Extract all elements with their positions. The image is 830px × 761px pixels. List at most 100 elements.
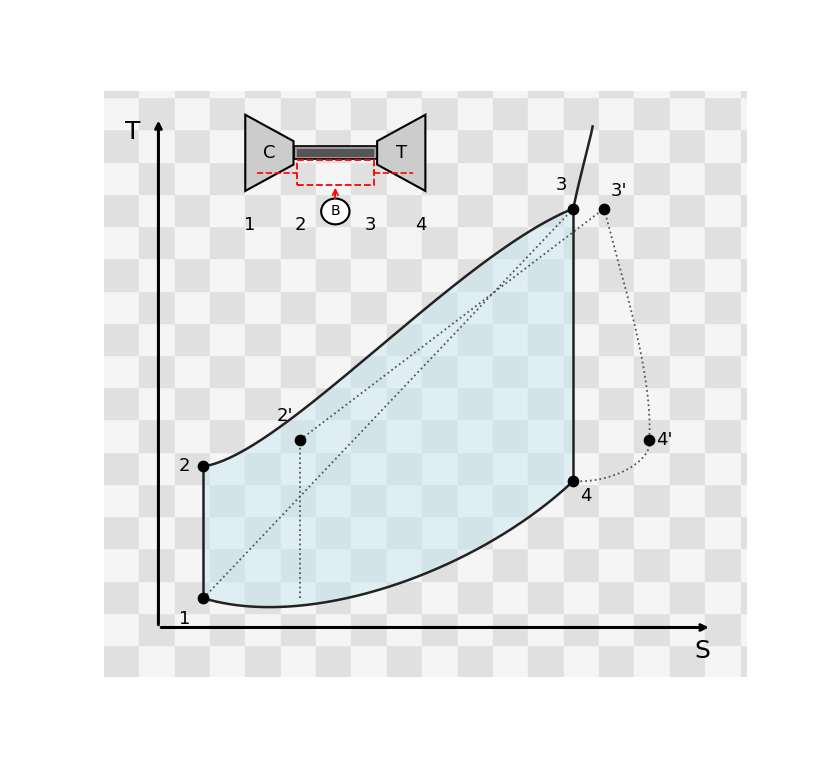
Bar bbox=[351, 355, 387, 387]
Bar bbox=[281, 452, 316, 484]
Bar bbox=[634, 419, 670, 452]
Bar bbox=[139, 258, 174, 291]
Bar bbox=[281, 33, 316, 65]
Bar bbox=[493, 484, 529, 516]
Point bbox=[197, 592, 210, 604]
Bar bbox=[812, 613, 830, 645]
Bar bbox=[387, 387, 422, 419]
Bar bbox=[457, 452, 493, 484]
Bar bbox=[740, 291, 776, 323]
Bar bbox=[706, 1, 740, 33]
Bar bbox=[174, 97, 210, 129]
Bar bbox=[706, 387, 740, 419]
Bar bbox=[210, 33, 246, 65]
Bar bbox=[281, 355, 316, 387]
Text: 4: 4 bbox=[415, 216, 427, 234]
Bar bbox=[174, 387, 210, 419]
Bar bbox=[351, 97, 387, 129]
Bar bbox=[281, 323, 316, 355]
Bar bbox=[316, 323, 351, 355]
Bar bbox=[422, 516, 457, 549]
Bar bbox=[564, 516, 599, 549]
Bar bbox=[210, 581, 246, 613]
Bar bbox=[493, 258, 529, 291]
Bar bbox=[174, 355, 210, 387]
Bar bbox=[104, 1, 139, 33]
Bar bbox=[634, 194, 670, 226]
Bar bbox=[670, 516, 706, 549]
Bar bbox=[776, 387, 811, 419]
Bar bbox=[564, 161, 599, 194]
Bar bbox=[740, 97, 776, 129]
Bar bbox=[174, 161, 210, 194]
Bar bbox=[564, 452, 599, 484]
Bar bbox=[457, 291, 493, 323]
Bar bbox=[564, 549, 599, 581]
Bar bbox=[281, 129, 316, 161]
Text: T: T bbox=[125, 120, 140, 145]
Bar bbox=[422, 1, 457, 33]
Bar bbox=[493, 549, 529, 581]
Bar bbox=[210, 613, 246, 645]
Bar bbox=[599, 65, 634, 97]
Bar bbox=[776, 97, 811, 129]
Point bbox=[598, 202, 611, 215]
Bar bbox=[529, 613, 564, 645]
Text: 2': 2' bbox=[277, 407, 294, 425]
Bar bbox=[457, 1, 493, 33]
Bar bbox=[706, 194, 740, 226]
Bar bbox=[493, 419, 529, 452]
Bar bbox=[740, 194, 776, 226]
Bar bbox=[457, 613, 493, 645]
Bar bbox=[281, 161, 316, 194]
Bar bbox=[297, 148, 374, 157]
Bar bbox=[387, 516, 422, 549]
Bar bbox=[529, 1, 564, 33]
Bar bbox=[316, 419, 351, 452]
Bar bbox=[316, 161, 351, 194]
Bar bbox=[246, 387, 281, 419]
Bar bbox=[422, 291, 457, 323]
Bar bbox=[564, 1, 599, 33]
Bar bbox=[670, 291, 706, 323]
Bar bbox=[812, 291, 830, 323]
Bar bbox=[670, 323, 706, 355]
Bar bbox=[316, 355, 351, 387]
Bar bbox=[246, 129, 281, 161]
Bar bbox=[174, 645, 210, 677]
Bar bbox=[564, 387, 599, 419]
Bar bbox=[281, 613, 316, 645]
Bar bbox=[457, 161, 493, 194]
Bar bbox=[529, 129, 564, 161]
Bar bbox=[246, 516, 281, 549]
Bar bbox=[493, 613, 529, 645]
Bar bbox=[246, 97, 281, 129]
Bar bbox=[670, 65, 706, 97]
Bar bbox=[493, 291, 529, 323]
Bar bbox=[281, 258, 316, 291]
Bar bbox=[529, 97, 564, 129]
Bar bbox=[387, 355, 422, 387]
Bar bbox=[316, 613, 351, 645]
Bar bbox=[529, 355, 564, 387]
Bar bbox=[387, 1, 422, 33]
Bar bbox=[529, 549, 564, 581]
Bar bbox=[174, 581, 210, 613]
Bar bbox=[706, 161, 740, 194]
Bar bbox=[776, 194, 811, 226]
Bar bbox=[174, 1, 210, 33]
Bar bbox=[174, 516, 210, 549]
Bar bbox=[740, 419, 776, 452]
Bar bbox=[706, 355, 740, 387]
Bar bbox=[246, 1, 281, 33]
Bar bbox=[210, 387, 246, 419]
Bar bbox=[812, 645, 830, 677]
Bar bbox=[316, 516, 351, 549]
Bar bbox=[139, 549, 174, 581]
Bar bbox=[351, 516, 387, 549]
Bar bbox=[564, 355, 599, 387]
Bar bbox=[422, 161, 457, 194]
Bar bbox=[210, 419, 246, 452]
Bar bbox=[422, 452, 457, 484]
Bar bbox=[387, 645, 422, 677]
